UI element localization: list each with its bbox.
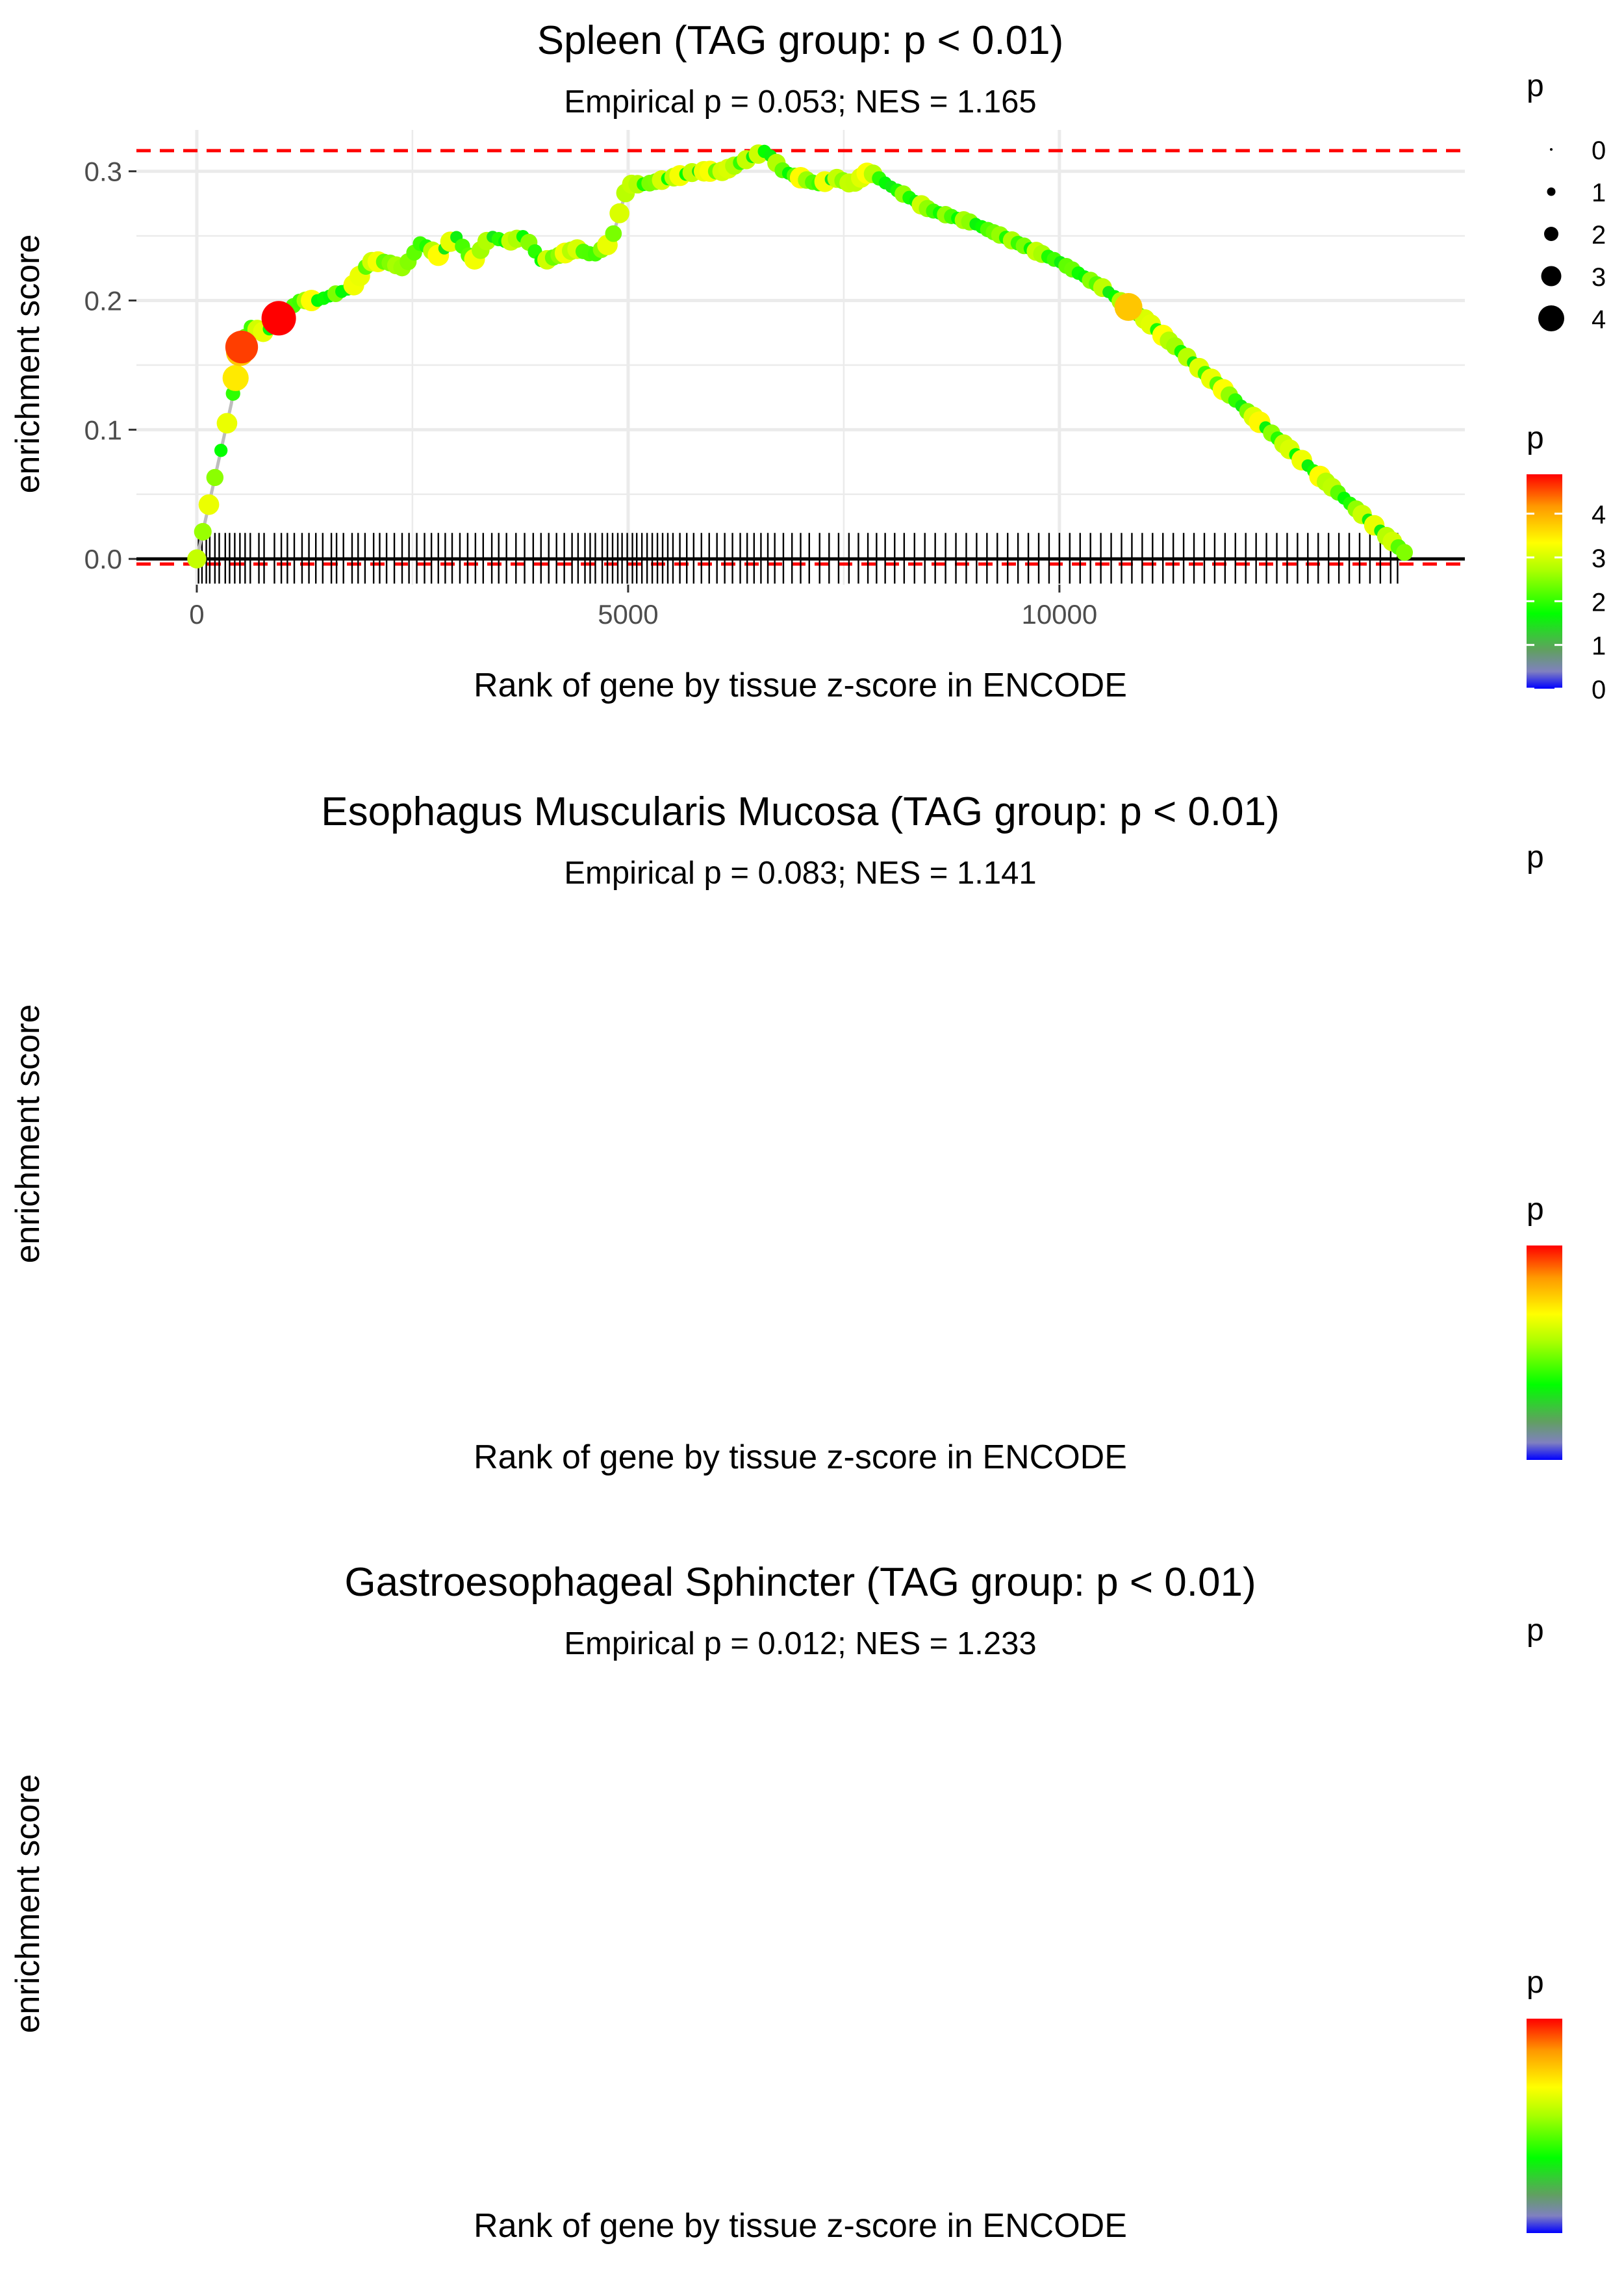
size-legend-label: 4 — [1592, 305, 1606, 334]
curve-point — [198, 494, 220, 515]
panel-subtitle: Empirical p = 0.083; NES = 1.141 — [564, 856, 1036, 891]
size-legend-title: p — [1527, 69, 1544, 103]
curve-point — [605, 225, 622, 242]
color-legend-title: p — [1527, 421, 1544, 455]
color-legend: p 4 3 2 1 0 — [1527, 421, 1606, 704]
colorbar — [1527, 2019, 1562, 2233]
size-legend-dot — [1544, 227, 1558, 241]
x-axis-label: Rank of gene by tissue z-score in ENCODE — [474, 667, 1127, 704]
x-axis-label: Rank of gene by tissue z-score in ENCODE — [474, 2207, 1127, 2245]
size-legend-label: 0 — [1592, 136, 1606, 165]
colorbar-label: 0 — [1592, 676, 1606, 704]
size-legend-dot — [1547, 187, 1556, 196]
panel-1: Spleen (TAG group: p < 0.01) Empirical p… — [9, 18, 1606, 704]
highlight-point — [1114, 292, 1143, 321]
x-tick-label: 0 — [189, 599, 204, 630]
colorbar — [1527, 474, 1562, 689]
panel-3: Gastroesophageal Sphincter (TAG group: p… — [9, 1560, 1562, 2245]
size-legend-label: 1 — [1592, 179, 1606, 207]
color-legend: p — [1527, 1192, 1562, 1460]
y-axis-label: enrichment score — [9, 235, 47, 494]
colorbar-label: 2 — [1592, 588, 1606, 617]
colorbar-label: 3 — [1592, 544, 1606, 573]
y-axis-label: enrichment score — [9, 1004, 47, 1264]
panel-2: Esophagus Muscularis Mucosa (TAG group: … — [9, 789, 1562, 1476]
enrichment-curve — [195, 148, 1406, 559]
size-legend-dot — [1550, 148, 1553, 151]
size-legend-dot — [1541, 266, 1562, 287]
curve-point — [194, 522, 212, 541]
size-legend: p — [1527, 840, 1544, 875]
size-legend: p 0 1 2 3 4 — [1527, 69, 1606, 334]
y-tick-label: 0.2 — [84, 286, 122, 316]
x-tick-label: 10000 — [1021, 599, 1097, 630]
highlight-point — [225, 330, 259, 364]
y-axis-label: enrichment score — [9, 1774, 47, 2034]
curve-point — [214, 444, 228, 457]
size-legend-title: p — [1527, 1613, 1544, 1648]
curve-point — [187, 549, 207, 568]
y-tick-label: 0.3 — [84, 157, 122, 187]
panel-title: Esophagus Muscularis Mucosa (TAG group: … — [321, 789, 1280, 834]
size-legend-title: p — [1527, 840, 1544, 875]
panel-title: Spleen (TAG group: p < 0.01) — [537, 18, 1063, 63]
panel-title: Gastroesophageal Sphincter (TAG group: p… — [344, 1560, 1256, 1605]
size-legend-dot — [1538, 305, 1564, 331]
colorbar-label: 1 — [1592, 632, 1606, 661]
color-legend: p — [1527, 1965, 1562, 2233]
panel-subtitle: Empirical p = 0.012; NES = 1.233 — [564, 1626, 1036, 1661]
colorbar-label: 4 — [1592, 501, 1606, 530]
size-legend-label: 3 — [1592, 263, 1606, 292]
y-tick-label: 0.0 — [84, 544, 122, 574]
colorbar — [1527, 1246, 1562, 1460]
curve-point — [206, 468, 224, 487]
curve-point — [609, 203, 629, 224]
plot-area: 0.0 0.1 0.2 0.3 0 5000 10000 — [84, 130, 1465, 630]
x-axis-label: Rank of gene by tissue z-score in ENCODE — [474, 1438, 1127, 1476]
size-legend-label: 2 — [1592, 221, 1606, 249]
highlight-point — [222, 364, 249, 391]
x-tick-label: 5000 — [598, 599, 658, 630]
color-legend-title: p — [1527, 1965, 1544, 2000]
curve-point — [216, 413, 238, 434]
color-legend-title: p — [1527, 1192, 1544, 1227]
highlight-point — [261, 301, 296, 336]
panel-subtitle: Empirical p = 0.053; NES = 1.165 — [564, 84, 1036, 120]
curve-point — [1396, 544, 1414, 561]
size-legend: p — [1527, 1613, 1544, 1648]
y-tick-label: 0.1 — [84, 415, 122, 445]
